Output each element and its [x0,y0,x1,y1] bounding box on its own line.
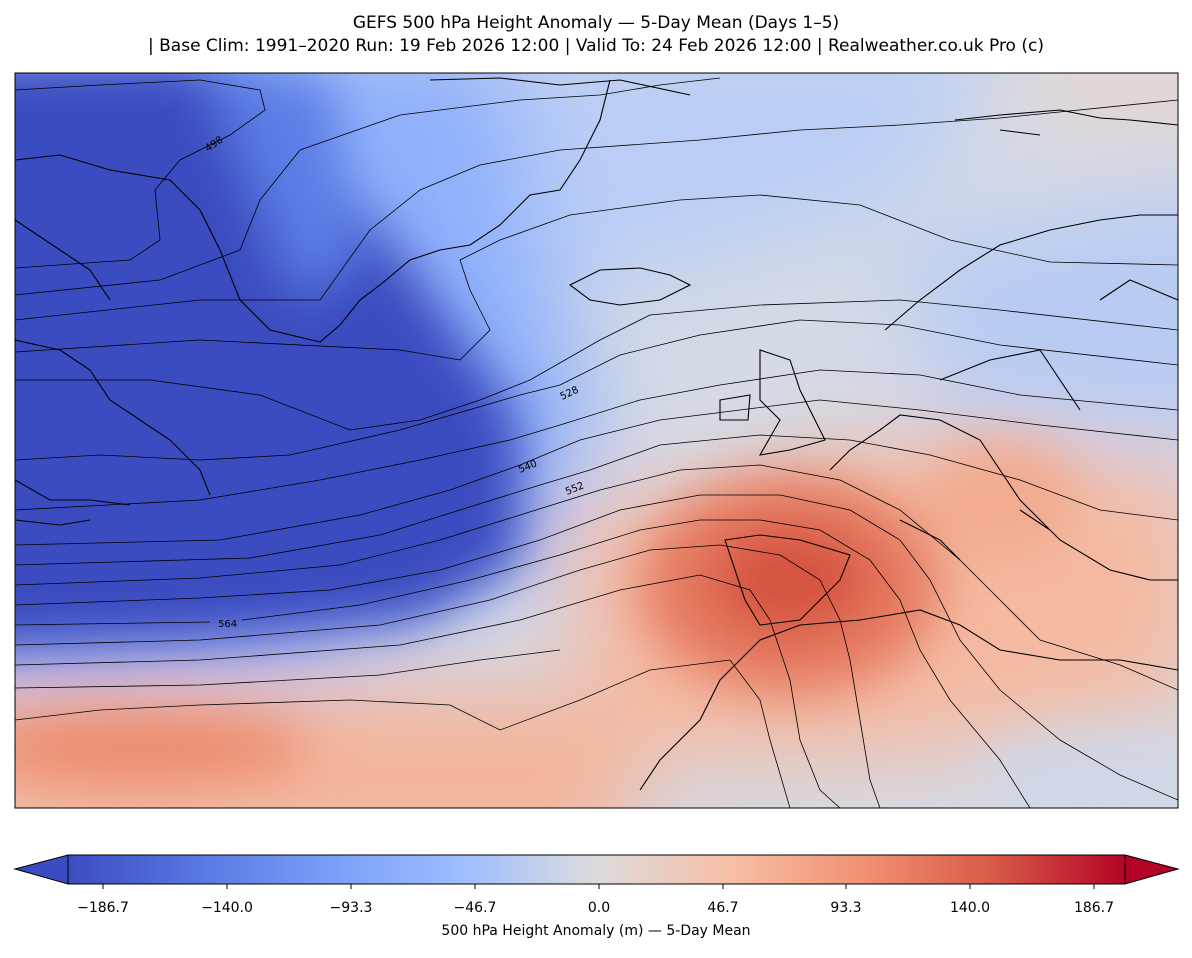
map-title: GEFS 500 hPa Height Anomaly — 5-Day Mean… [352,13,840,33]
colorbar [13,854,1180,889]
colorbar-tick-label: −93.3 [329,900,373,916]
map-frame [14,72,1179,809]
anomaly-field: 498 528 540 552 564 [15,73,1178,808]
colorbar-gradient [68,855,1125,884]
colorbar-tick-label: 46.7 [707,900,739,916]
colorbar-label: 500 hPa Height Anomaly (m) — 5-Day Mean [441,923,751,939]
colorbar-tick-label: 186.7 [1073,900,1115,916]
colorbar-ticks [102,884,1095,889]
colorbar-tick-label: −186.7 [77,900,129,916]
contour-label: 564 [218,619,237,630]
coastlines [15,77,1178,791]
colorbar-min-extend [13,854,69,885]
colorbar-tick-label: 140.0 [949,900,991,916]
colorbar-tick-label: 93.3 [830,900,862,916]
colorbar-max-extend [1124,854,1180,885]
colorbar-tick-label: −140.0 [201,900,253,916]
colorbar-tick-label: −46.7 [453,900,497,916]
colorbar-tick-label: 0.0 [587,900,611,916]
height-contours [15,77,1178,808]
map-subtitle: | Base Clim: 1991–2020 Run: 19 Feb 2026 … [148,36,1044,56]
